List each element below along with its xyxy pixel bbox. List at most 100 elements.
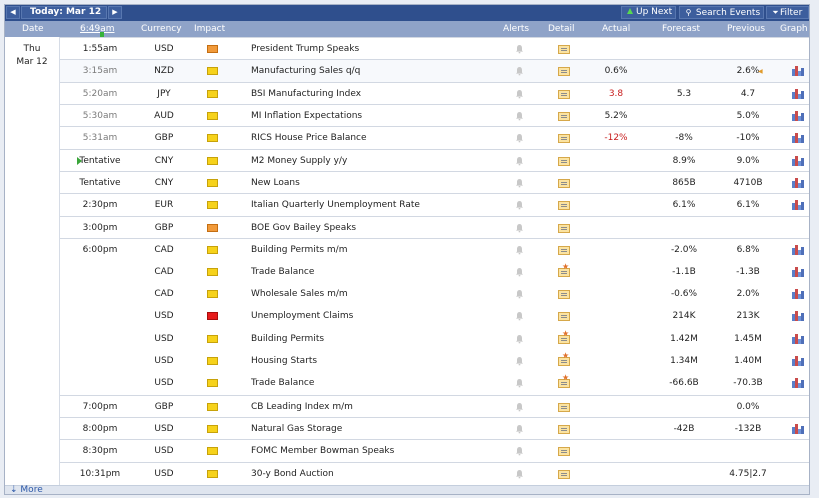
bell-icon[interactable]	[515, 111, 524, 121]
bell-icon[interactable]	[515, 44, 524, 54]
more-link[interactable]: ⇣ More	[10, 485, 43, 495]
event-title[interactable]: BSI Manufacturing Index	[251, 88, 362, 99]
bar-chart-icon[interactable]	[792, 355, 804, 366]
detail-folder-icon[interactable]	[558, 134, 570, 144]
detail-folder-icon[interactable]	[558, 223, 570, 233]
detail-folder-icon[interactable]	[558, 289, 570, 299]
event-title[interactable]: BOE Gov Bailey Speaks	[251, 222, 357, 233]
bell-icon[interactable]	[515, 424, 524, 434]
search-events-button[interactable]: ⚲ Search Events	[679, 6, 764, 19]
bell-icon[interactable]	[515, 356, 524, 366]
detail-folder-icon[interactable]	[558, 45, 570, 54]
event-row[interactable]: USD Building Permits ★ 1.42M 1.45M	[60, 328, 809, 350]
bell-icon[interactable]	[515, 289, 524, 299]
event-row[interactable]: Tentative CNY M2 Money Supply y/y 8.9% 9.0%	[60, 148, 809, 172]
bell-icon[interactable]	[515, 245, 524, 255]
today-button[interactable]: Today: Mar 12	[21, 6, 107, 19]
bell-icon[interactable]	[515, 223, 524, 233]
bar-chart-icon[interactable]	[792, 378, 804, 389]
event-title[interactable]: 30-y Bond Auction	[251, 468, 334, 479]
detail-folder-icon[interactable]	[558, 246, 570, 256]
detail-folder-icon[interactable]	[558, 156, 570, 166]
bell-icon[interactable]	[515, 66, 524, 76]
bell-icon[interactable]	[515, 200, 524, 210]
event-row[interactable]: CAD Wholesale Sales m/m -0.6% 2.0%	[60, 283, 809, 305]
detail-folder-icon[interactable]	[558, 89, 570, 99]
event-title[interactable]: Trade Balance	[251, 266, 315, 277]
event-title[interactable]: President Trump Speaks	[251, 44, 360, 54]
bell-icon[interactable]	[515, 178, 524, 188]
event-title[interactable]: CB Leading Index m/m	[251, 401, 353, 412]
bar-chart-icon[interactable]	[792, 200, 804, 211]
event-row[interactable]: USD Trade Balance ★ -66.6B -70.3B	[60, 372, 809, 394]
up-next-button[interactable]: Up Next	[621, 6, 676, 19]
bar-chart-icon[interactable]	[792, 266, 804, 277]
event-row[interactable]: 8:00pm USD Natural Gas Storage -42B -132B	[60, 416, 809, 440]
bell-icon[interactable]	[515, 156, 524, 166]
detail-folder-icon[interactable]: ★	[558, 351, 570, 366]
event-title[interactable]: Wholesale Sales m/m	[251, 288, 348, 299]
bar-chart-icon[interactable]	[792, 88, 804, 99]
event-title[interactable]: Natural Gas Storage	[251, 423, 343, 434]
detail-folder-icon[interactable]	[558, 179, 570, 189]
bell-icon[interactable]	[515, 378, 524, 388]
event-row[interactable]: 5:30am AUD MI Inflation Expectations 5.2% 5.…	[60, 104, 809, 127]
detail-folder-icon[interactable]: ★	[558, 374, 570, 389]
detail-folder-icon[interactable]: ★	[558, 262, 570, 277]
bar-chart-icon[interactable]	[792, 155, 804, 166]
event-row[interactable]: USD Housing Starts ★ 1.34M 1.40M	[60, 350, 809, 372]
event-title[interactable]: New Loans	[251, 178, 300, 189]
event-row[interactable]: 7:00pm GBP CB Leading Index m/m 0.0%	[60, 394, 809, 418]
event-title[interactable]: FOMC Member Bowman Speaks	[251, 446, 395, 457]
event-row[interactable]: 2:30pm EUR Italian Quarterly Unemployment …	[60, 193, 809, 216]
event-row[interactable]: 5:31am GBP RICS House Price Balance -12% -8%…	[60, 126, 809, 149]
bar-chart-icon[interactable]	[792, 245, 804, 256]
event-title[interactable]: M2 Money Supply y/y	[251, 155, 348, 166]
detail-folder-icon[interactable]	[558, 447, 570, 457]
bell-icon[interactable]	[515, 267, 524, 277]
detail-folder-icon[interactable]: ★	[558, 329, 570, 344]
event-row[interactable]: 1:55am USD President Trump Speaks	[60, 37, 809, 60]
event-row[interactable]: CAD Trade Balance ★ -1.1B -1.3B	[60, 261, 809, 283]
detail-folder-icon[interactable]	[558, 312, 570, 322]
bar-chart-icon[interactable]	[792, 288, 804, 299]
event-title[interactable]: Trade Balance	[251, 378, 315, 389]
detail-folder-icon[interactable]	[558, 402, 570, 412]
event-title[interactable]: Manufacturing Sales q/q	[251, 66, 361, 77]
bell-icon[interactable]	[515, 469, 524, 479]
header-current-time[interactable]: 6:49am	[80, 24, 115, 34]
detail-folder-icon[interactable]	[558, 112, 570, 122]
detail-folder-icon[interactable]	[558, 469, 570, 479]
bell-icon[interactable]	[515, 89, 524, 99]
event-title[interactable]: RICS House Price Balance	[251, 133, 367, 144]
detail-folder-icon[interactable]	[558, 67, 570, 77]
bar-chart-icon[interactable]	[792, 111, 804, 122]
bell-icon[interactable]	[515, 311, 524, 321]
bar-chart-icon[interactable]	[792, 423, 804, 434]
bell-icon[interactable]	[515, 133, 524, 143]
prev-day-button[interactable]: ◀	[6, 6, 20, 19]
bar-chart-icon[interactable]	[792, 311, 804, 322]
event-row[interactable]: 5:20am JPY BSI Manufacturing Index 3.8 5.3 4.…	[60, 81, 809, 105]
play-arrow-icon[interactable]	[77, 156, 82, 165]
bar-chart-icon[interactable]	[792, 66, 804, 77]
bell-icon[interactable]	[515, 334, 524, 344]
next-day-button[interactable]: ▶	[108, 6, 122, 19]
event-title[interactable]: Building Permits m/m	[251, 245, 348, 256]
bell-icon[interactable]	[515, 446, 524, 456]
detail-folder-icon[interactable]	[558, 424, 570, 434]
bar-chart-icon[interactable]	[792, 178, 804, 189]
event-row[interactable]: 6:00pm CAD Building Permits m/m -2.0% 6.8%	[60, 238, 809, 261]
event-row[interactable]: 3:00pm GBP BOE Gov Bailey Speaks	[60, 215, 809, 239]
event-title[interactable]: MI Inflation Expectations	[251, 111, 363, 122]
event-row[interactable]: Tentative CNY New Loans 865B 4710B	[60, 171, 809, 194]
event-title[interactable]: Unemployment Claims	[251, 311, 354, 322]
event-title[interactable]: Italian Quarterly Unemployment Rate	[251, 200, 420, 211]
filter-button[interactable]: ⏷Filter	[766, 6, 809, 19]
event-row[interactable]: 10:31pm USD 30-y Bond Auction 4.75|2.7	[60, 461, 809, 485]
event-title[interactable]: Building Permits	[251, 333, 325, 344]
event-row[interactable]: 3:15am NZD Manufacturing Sales q/q 0.6% 2.6%…	[60, 59, 809, 83]
bar-chart-icon[interactable]	[792, 333, 804, 344]
event-row[interactable]: USD Unemployment Claims 214K 213K	[60, 305, 809, 327]
bar-chart-icon[interactable]	[792, 133, 804, 144]
